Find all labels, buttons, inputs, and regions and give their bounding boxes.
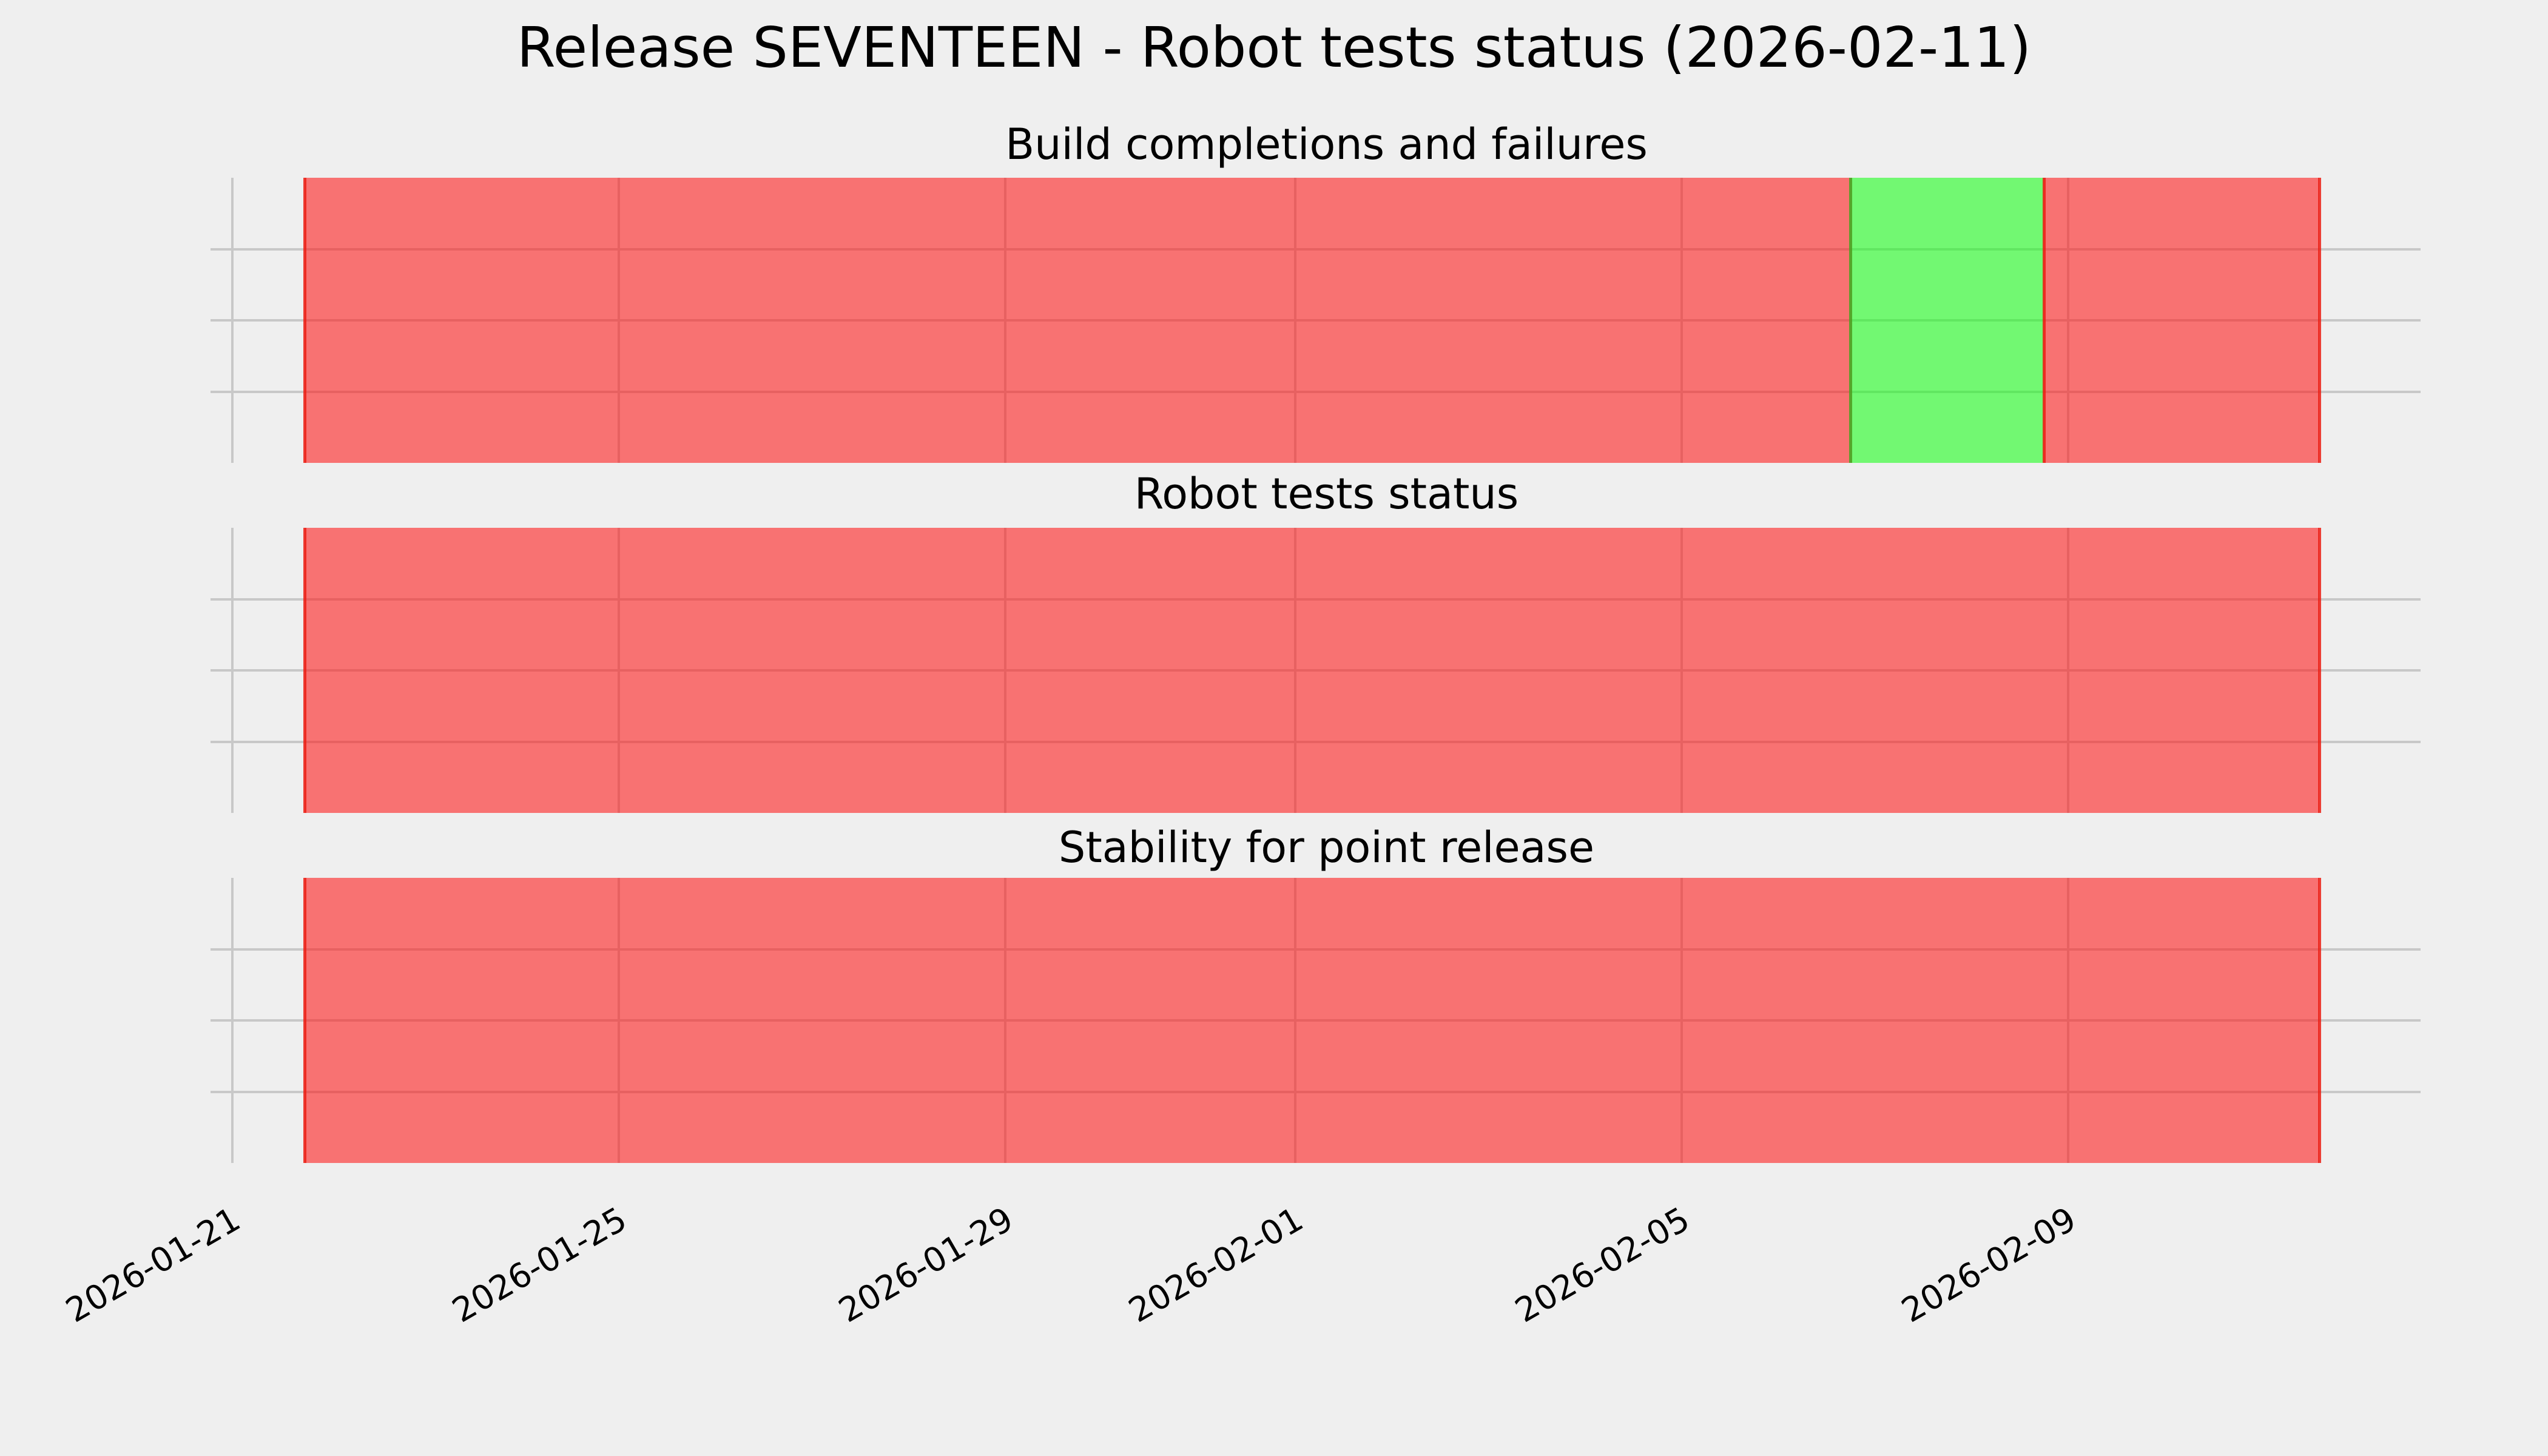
y-tick-mark xyxy=(211,740,235,743)
y-tick-mark xyxy=(211,1090,235,1093)
y-tick-mark xyxy=(211,1019,235,1022)
subplot-title-stability: Stability for point release xyxy=(1058,823,1595,872)
y-tick-mark xyxy=(211,598,235,601)
status-segment-failing xyxy=(305,178,1851,463)
x-tick-label: 2026-02-05 xyxy=(1508,1199,1696,1330)
x-tick-label: 2026-02-09 xyxy=(1895,1199,2083,1330)
segment-edge xyxy=(2317,528,2321,813)
x-tick-label: 2026-01-21 xyxy=(59,1199,247,1330)
axes-area xyxy=(211,878,2421,1163)
segment-edge xyxy=(303,878,307,1163)
y-tick-mark xyxy=(211,248,235,251)
y-tick-mark xyxy=(211,390,235,393)
y-tick-mark xyxy=(211,948,235,951)
x-tick-label: 2026-01-25 xyxy=(445,1199,633,1330)
status-segment-failing xyxy=(2043,178,2319,463)
segment-edge xyxy=(2317,178,2321,463)
axes-area xyxy=(211,528,2421,813)
segment-edge xyxy=(303,178,307,463)
segment-edge xyxy=(2317,878,2321,1163)
axes-area xyxy=(211,178,2421,463)
status-segment-failing xyxy=(305,528,2319,813)
status-segment-failing xyxy=(305,878,2319,1163)
y-tick-mark xyxy=(211,319,235,322)
figure-title: Release SEVENTEEN - Robot tests status (… xyxy=(516,15,2032,80)
y-tick-mark xyxy=(211,669,235,672)
segment-edge xyxy=(1849,178,1853,463)
status-segment-passing xyxy=(1850,178,2044,463)
segment-edge xyxy=(2042,178,2046,463)
subplot-title-build-completions: Build completions and failures xyxy=(1005,120,1648,169)
subplot-title-robot-tests: Robot tests status xyxy=(1134,469,1519,519)
segment-edge xyxy=(303,528,307,813)
